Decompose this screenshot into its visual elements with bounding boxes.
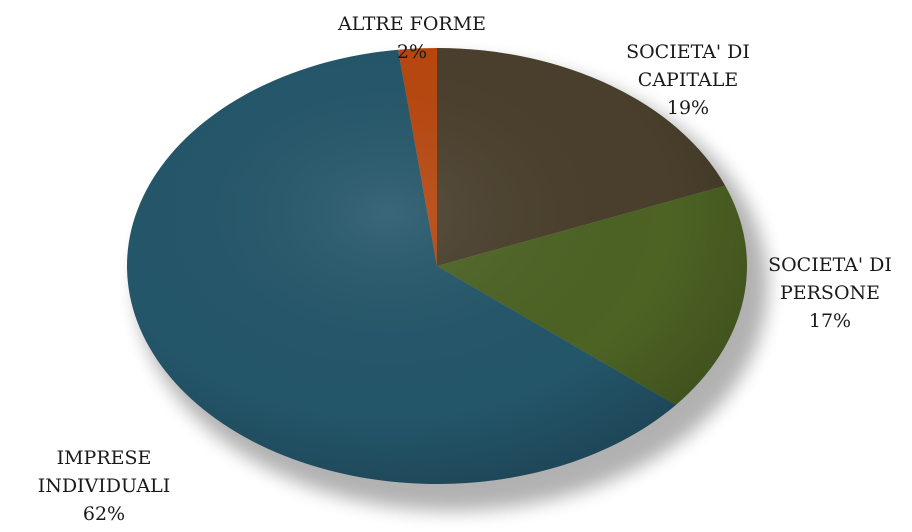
slice-labels: SOCIETA' DI CAPITALE 19% SOCIETA' DI PERSONE… [38,13,892,525]
slice-name-line: INDIVIDUALI [38,475,171,497]
slice-value-label: 19% [667,97,709,119]
slice-label-2: SOCIETA' DI PERSONE 17% [768,254,892,332]
slice-name-line: PERSONE [780,282,880,304]
slice-label-4: ALTRE FORME 2% [337,13,486,63]
pie-slices [127,48,747,485]
slice-name-line: SOCIETA' DI [768,254,892,276]
slice-label-1: SOCIETA' DI CAPITALE 19% [626,41,750,119]
slice-name-line: ALTRE FORME [337,13,486,35]
slice-name-line: SOCIETA' DI [626,41,750,63]
slice-label-3: IMPRESE INDIVIDUALI 62% [38,447,171,525]
slice-name-line: IMPRESE [57,447,152,469]
slice-value-label: 62% [83,503,125,525]
slice-value-label: 17% [809,310,851,332]
slice-name-line: CAPITALE [638,69,738,91]
slice-value-label: 2% [397,41,427,63]
